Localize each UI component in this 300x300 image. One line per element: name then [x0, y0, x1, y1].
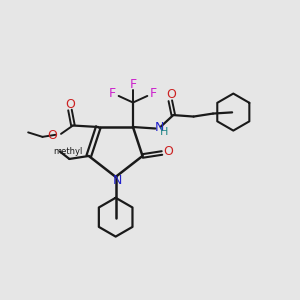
- Text: H: H: [160, 128, 168, 137]
- Text: O: O: [164, 145, 173, 158]
- Text: O: O: [48, 129, 57, 142]
- Text: methyl: methyl: [53, 147, 82, 156]
- Text: F: F: [109, 87, 116, 101]
- Text: N: N: [155, 121, 164, 134]
- Text: F: F: [129, 78, 137, 91]
- Text: O: O: [166, 88, 176, 101]
- Text: F: F: [150, 87, 157, 101]
- Text: N: N: [112, 174, 122, 187]
- Text: O: O: [66, 98, 76, 110]
